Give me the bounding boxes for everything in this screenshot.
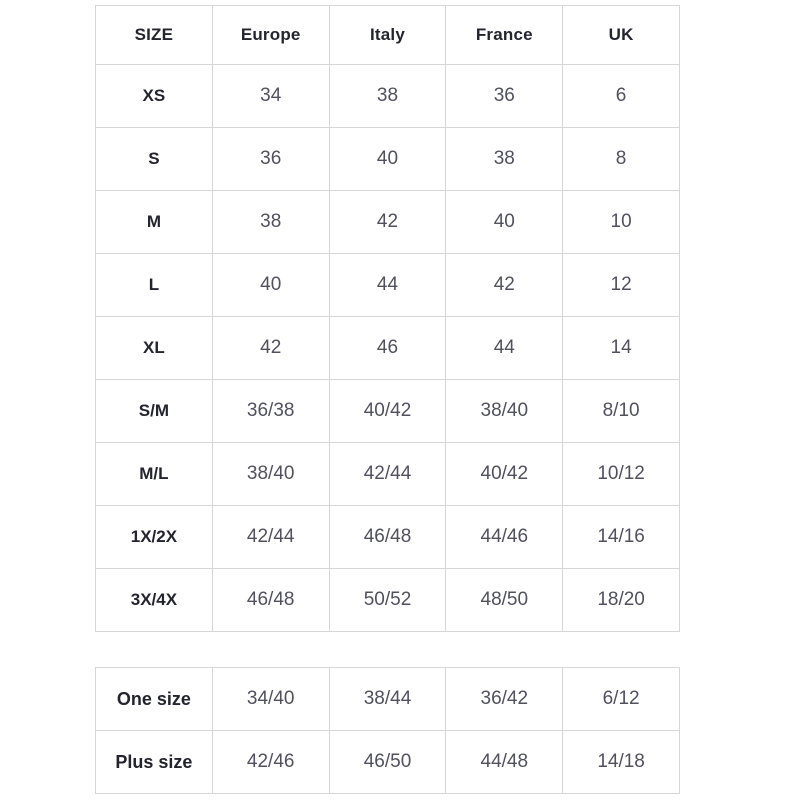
france-value: 38 bbox=[445, 127, 564, 191]
table-row-one-size: One size 34/40 38/44 36/42 6/12 bbox=[95, 667, 680, 731]
italy-value: 50/52 bbox=[328, 568, 447, 632]
size-label: 1X/2X bbox=[95, 505, 213, 569]
table-row-1x-2x: 1X/2X 42/44 46/48 44/46 14/16 bbox=[95, 505, 680, 569]
uk-value: 8 bbox=[562, 127, 680, 191]
france-value: 48/50 bbox=[445, 568, 564, 632]
size-conversion-table: SIZE Europe Italy France UK XS 34 38 36 … bbox=[95, 5, 680, 632]
italy-value: 46 bbox=[328, 316, 447, 380]
table-row-l: L 40 44 42 12 bbox=[95, 253, 680, 317]
uk-value: 8/10 bbox=[562, 379, 680, 443]
uk-value: 14/16 bbox=[562, 505, 680, 569]
france-value: 40/42 bbox=[445, 442, 564, 506]
uk-value: 14 bbox=[562, 316, 680, 380]
italy-value: 46/48 bbox=[328, 505, 447, 569]
table-row-s-m: S/M 36/38 40/42 38/40 8/10 bbox=[95, 379, 680, 443]
france-value: 36 bbox=[445, 64, 564, 128]
europe-value: 40 bbox=[211, 253, 330, 317]
table-row-3x-4x: 3X/4X 46/48 50/52 48/50 18/20 bbox=[95, 568, 680, 632]
column-header-uk: UK bbox=[562, 5, 680, 65]
europe-value: 42/46 bbox=[211, 730, 330, 794]
size-label: One size bbox=[95, 667, 213, 731]
column-header-italy: Italy bbox=[328, 5, 447, 65]
header-row: SIZE Europe Italy France UK bbox=[95, 5, 680, 65]
size-label: XL bbox=[95, 316, 213, 380]
size-label: L bbox=[95, 253, 213, 317]
france-value: 38/40 bbox=[445, 379, 564, 443]
table-row-m: M 38 42 40 10 bbox=[95, 190, 680, 254]
europe-value: 36 bbox=[211, 127, 330, 191]
uk-value: 10 bbox=[562, 190, 680, 254]
france-value: 44/48 bbox=[445, 730, 564, 794]
europe-value: 38 bbox=[211, 190, 330, 254]
special-sizes-table: One size 34/40 38/44 36/42 6/12 Plus siz… bbox=[95, 667, 680, 794]
france-value: 42 bbox=[445, 253, 564, 317]
column-header-europe: Europe bbox=[211, 5, 330, 65]
uk-value: 6 bbox=[562, 64, 680, 128]
table-row-xs: XS 34 38 36 6 bbox=[95, 64, 680, 128]
italy-value: 38 bbox=[328, 64, 447, 128]
table-row-xl: XL 42 46 44 14 bbox=[95, 316, 680, 380]
uk-value: 6/12 bbox=[562, 667, 680, 731]
france-value: 36/42 bbox=[445, 667, 564, 731]
italy-value: 40/42 bbox=[328, 379, 447, 443]
france-value: 40 bbox=[445, 190, 564, 254]
france-value: 44 bbox=[445, 316, 564, 380]
europe-value: 42 bbox=[211, 316, 330, 380]
table-row-m-l: M/L 38/40 42/44 40/42 10/12 bbox=[95, 442, 680, 506]
europe-value: 34 bbox=[211, 64, 330, 128]
italy-value: 44 bbox=[328, 253, 447, 317]
size-label: M/L bbox=[95, 442, 213, 506]
size-label: XS bbox=[95, 64, 213, 128]
uk-value: 10/12 bbox=[562, 442, 680, 506]
column-header-france: France bbox=[445, 5, 564, 65]
size-label: S bbox=[95, 127, 213, 191]
italy-value: 46/50 bbox=[328, 730, 447, 794]
europe-value: 46/48 bbox=[211, 568, 330, 632]
europe-value: 42/44 bbox=[211, 505, 330, 569]
size-label: 3X/4X bbox=[95, 568, 213, 632]
italy-value: 42 bbox=[328, 190, 447, 254]
uk-value: 14/18 bbox=[562, 730, 680, 794]
italy-value: 40 bbox=[328, 127, 447, 191]
france-value: 44/46 bbox=[445, 505, 564, 569]
size-label: Plus size bbox=[95, 730, 213, 794]
europe-value: 38/40 bbox=[211, 442, 330, 506]
italy-value: 42/44 bbox=[328, 442, 447, 506]
column-header-size: SIZE bbox=[95, 5, 213, 65]
size-label: S/M bbox=[95, 379, 213, 443]
uk-value: 12 bbox=[562, 253, 680, 317]
table-row-plus-size: Plus size 42/46 46/50 44/48 14/18 bbox=[95, 730, 680, 794]
uk-value: 18/20 bbox=[562, 568, 680, 632]
size-label: M bbox=[95, 190, 213, 254]
italy-value: 38/44 bbox=[328, 667, 447, 731]
europe-value: 36/38 bbox=[211, 379, 330, 443]
europe-value: 34/40 bbox=[211, 667, 330, 731]
table-row-s: S 36 40 38 8 bbox=[95, 127, 680, 191]
